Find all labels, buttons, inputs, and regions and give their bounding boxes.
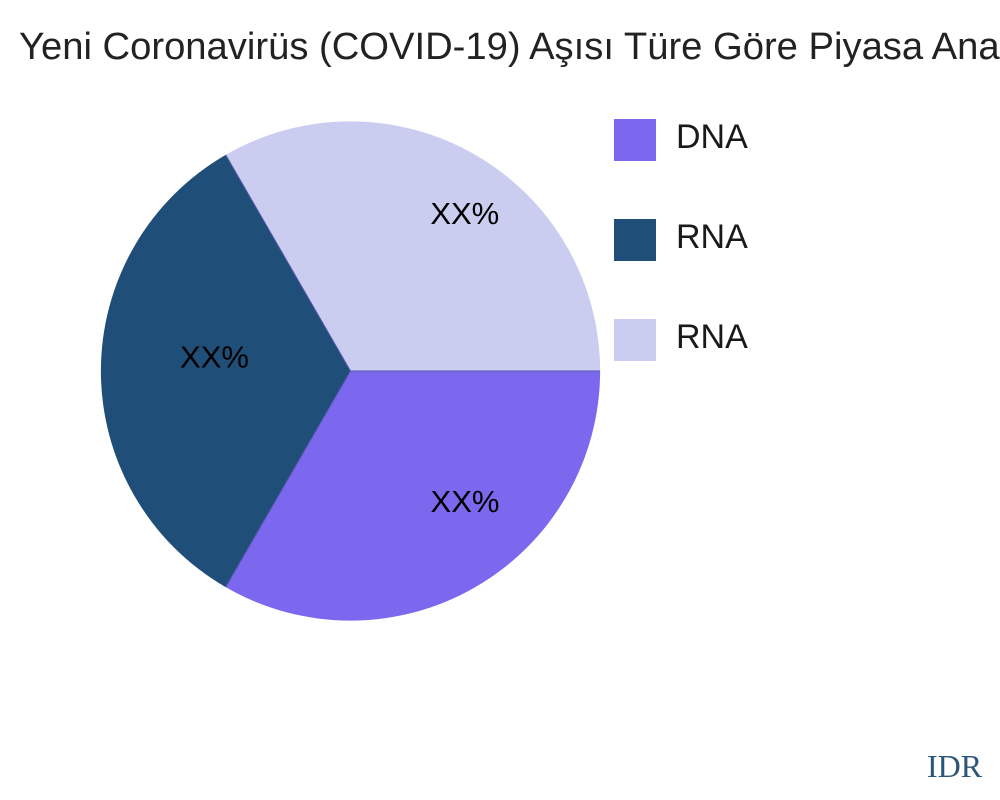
- svg-text:XX%: XX%: [431, 484, 500, 519]
- svg-text:XX%: XX%: [180, 340, 249, 375]
- svg-text:XX%: XX%: [430, 196, 499, 231]
